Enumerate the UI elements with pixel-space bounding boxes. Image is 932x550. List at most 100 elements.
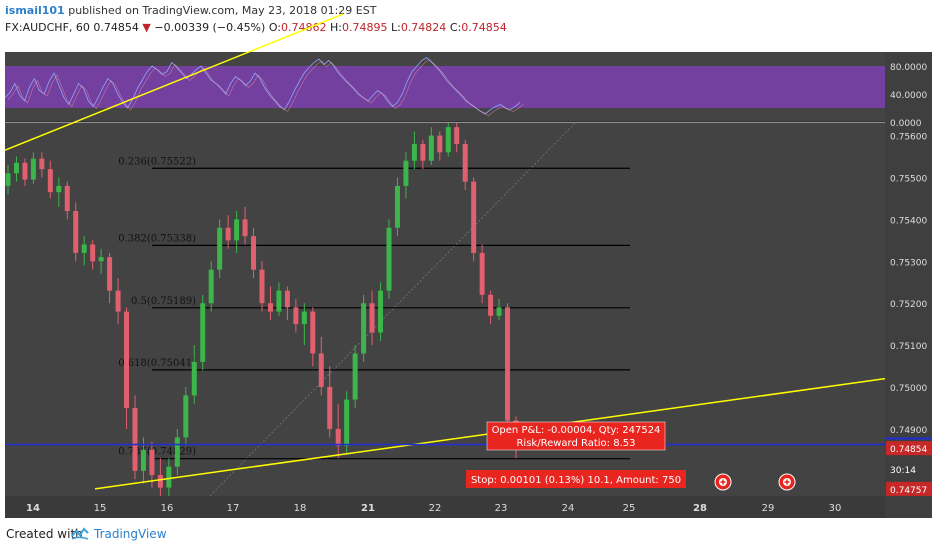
candle-body	[140, 449, 146, 471]
stop-box	[466, 470, 686, 488]
time-tick-label: 21	[361, 503, 375, 514]
candle-body	[259, 269, 265, 304]
publish-line: ismail101 published on TradingView.com, …	[5, 4, 376, 17]
price-marker-label: 30:14	[890, 466, 916, 476]
trendline	[4, 13, 344, 151]
candle-body	[293, 307, 299, 325]
candle-body	[378, 290, 384, 333]
tradingview-logo-icon	[71, 527, 89, 540]
candle-body	[200, 303, 206, 362]
candle-body	[505, 307, 511, 421]
price-tick-label: 0.75000	[890, 384, 927, 394]
candle-body	[335, 428, 341, 446]
price-chart[interactable]: 80.0000 40.0000 0.0000 0.236(0.75522) 0.382(…	[0, 0, 932, 518]
fib-level-label: 0.5(0.75189)	[131, 296, 196, 307]
footer: Created with TradingView	[0, 518, 932, 550]
ohlc-legend: FX:AUDCHF, 60 0.74854 ▼ −0.00339 (−0.45%…	[5, 21, 507, 34]
candle-body	[107, 257, 113, 291]
chart-header: ismail101 published on TradingView.com, …	[0, 0, 932, 42]
pnl-box	[486, 421, 666, 451]
fib-level-label: 0.236(0.75522)	[118, 156, 196, 167]
candle-body	[39, 158, 45, 170]
publish-text: published on TradingView.com, May 23, 20…	[64, 4, 377, 17]
symbol-label: FX:AUDCHF, 60	[5, 21, 90, 34]
created-with-text: Created with	[6, 527, 83, 541]
oscillator-line	[4, 57, 521, 115]
candle-body	[327, 387, 333, 429]
candle-body	[394, 185, 400, 228]
stop-text: Stop: 0.00101 (0.13%) 10.1, Amount: 750	[471, 475, 681, 486]
candle-body	[369, 303, 375, 333]
candle-body	[13, 162, 19, 174]
low-label: L:	[390, 21, 401, 34]
candle-body	[22, 162, 28, 180]
candle-body	[98, 257, 104, 262]
time-tick-label: 29	[762, 503, 775, 514]
fib-level-label: 0.786(0.74829)	[118, 447, 196, 458]
change-value: −0.00339 (−0.45%)	[154, 21, 266, 34]
fib-level-label: 0.618(0.75041)	[118, 358, 196, 369]
oscillator-tick-label: 0.0000	[890, 119, 922, 129]
candle-body	[471, 181, 477, 253]
time-tick-label: 30	[829, 503, 842, 514]
candle-body	[149, 449, 155, 476]
oscillator-signal-line	[7, 59, 524, 116]
candle-body	[81, 244, 87, 253]
oscillator-tick-label: 40.0000	[890, 91, 927, 101]
candle-body	[191, 361, 197, 396]
candle-body	[157, 475, 163, 488]
price-label-bg	[886, 481, 932, 496]
high-value: 0.74895	[341, 21, 388, 34]
candle-body	[132, 407, 138, 471]
candle-body	[225, 227, 231, 241]
time-tick-label: 16	[161, 503, 174, 514]
time-tick-label: 14	[26, 503, 40, 514]
tradingview-brand-link[interactable]: TradingView	[94, 527, 167, 541]
time-tick-label: 22	[429, 503, 442, 514]
candle-body	[267, 303, 273, 312]
author-link[interactable]: ismail101	[5, 4, 65, 17]
time-tick-label: 23	[495, 503, 508, 514]
candle-body	[251, 236, 257, 270]
open-label: O:	[268, 21, 281, 34]
candle-body	[403, 160, 409, 186]
price-tick-label: 0.75100	[890, 342, 927, 352]
candle-body	[47, 169, 53, 193]
candle-body	[479, 252, 485, 295]
time-tick-label: 25	[623, 503, 636, 514]
candle-body	[242, 219, 248, 237]
down-arrow-icon: ▼	[142, 21, 151, 34]
price-label-bg	[886, 441, 932, 456]
candle-body	[115, 290, 121, 312]
risk-reward-text: Risk/Reward Ratio: 8.53	[516, 438, 635, 449]
candle-body	[166, 466, 172, 488]
candle-body	[124, 311, 130, 408]
candle-body	[318, 353, 324, 388]
candle-body	[352, 353, 358, 400]
price-tick-label: 0.75400	[890, 216, 927, 226]
candle-body	[183, 395, 189, 438]
price-tick-label: 0.75600	[890, 133, 927, 143]
high-label: H:	[329, 21, 342, 34]
candle-body	[420, 143, 426, 161]
candle-body	[344, 399, 350, 446]
low-value: 0.74824	[400, 21, 447, 34]
main-pane	[5, 123, 885, 496]
fib-diagonal-line	[209, 122, 576, 497]
time-axis-pane	[5, 496, 885, 518]
candle-body	[411, 143, 417, 161]
candle-body	[64, 185, 70, 212]
time-tick-label: 18	[294, 503, 307, 514]
pnl-text: Open P&L: -0.00004, Qty: 247524	[492, 425, 661, 436]
candle-body	[5, 173, 11, 186]
candle-body	[301, 311, 307, 325]
price-label-bg	[886, 461, 932, 476]
candle-body	[217, 227, 223, 270]
close-label: C:	[449, 21, 462, 34]
time-tick-label: 17	[227, 503, 240, 514]
candle-body	[496, 307, 502, 316]
candle-body	[174, 437, 180, 467]
candle-body	[386, 227, 392, 291]
candle-body	[437, 135, 443, 153]
time-tick-label: 28	[693, 503, 707, 514]
